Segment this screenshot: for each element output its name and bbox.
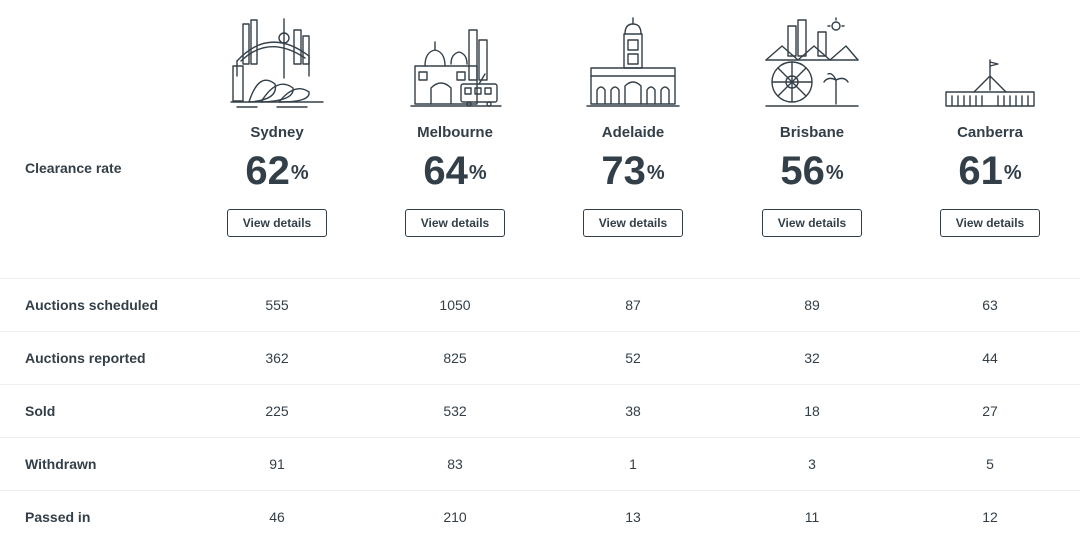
clearance-rate-label: Clearance rate bbox=[25, 160, 122, 176]
clearance-rate-value: 61% bbox=[958, 149, 1022, 193]
view-details-button-sydney[interactable]: View details bbox=[227, 209, 327, 237]
row-label-sold: Sold bbox=[25, 403, 56, 419]
city-name: Adelaide bbox=[601, 124, 665, 141]
row-label-withdrawn: Withdrawn bbox=[25, 456, 97, 472]
table-cell: 555 bbox=[265, 297, 289, 313]
clearance-rate-value: 73% bbox=[601, 149, 665, 193]
percent-sign: % bbox=[825, 162, 844, 184]
adelaide-skyline-icon bbox=[583, 16, 683, 111]
table-cell: 83 bbox=[447, 456, 463, 472]
table-cell: 38 bbox=[625, 403, 641, 419]
brisbane-skyline-icon bbox=[762, 16, 862, 111]
table-cell: 87 bbox=[625, 297, 641, 313]
row-divider bbox=[0, 437, 1080, 438]
table-cell: 91 bbox=[269, 456, 285, 472]
percent-sign: % bbox=[468, 162, 487, 184]
table-cell: 18 bbox=[804, 403, 820, 419]
clearance-rate-value: 56% bbox=[780, 149, 844, 193]
sydney-skyline-icon bbox=[227, 16, 327, 111]
table-cell: 1 bbox=[629, 456, 637, 472]
row-divider bbox=[0, 278, 1080, 279]
percent-sign: % bbox=[646, 162, 665, 184]
row-label-passed-in: Passed in bbox=[25, 509, 91, 525]
view-details-button-brisbane[interactable]: View details bbox=[762, 209, 862, 237]
table-cell: 52 bbox=[625, 350, 641, 366]
percent-sign: % bbox=[290, 162, 309, 184]
clearance-rate-value: 64% bbox=[423, 149, 487, 193]
table-cell: 89 bbox=[804, 297, 820, 313]
table-cell: 210 bbox=[443, 509, 467, 525]
table-cell: 63 bbox=[982, 297, 998, 313]
table-cell: 225 bbox=[265, 403, 289, 419]
table-cell: 825 bbox=[443, 350, 467, 366]
city-name: Melbourne bbox=[417, 124, 493, 141]
table-cell: 32 bbox=[804, 350, 820, 366]
clearance-rate-value: 62% bbox=[245, 149, 309, 193]
row-divider bbox=[0, 490, 1080, 491]
view-details-button-canberra[interactable]: View details bbox=[940, 209, 1040, 237]
table-cell: 44 bbox=[982, 350, 998, 366]
row-label-auctions-scheduled: Auctions scheduled bbox=[25, 297, 159, 313]
canberra-skyline-icon bbox=[940, 16, 1040, 111]
view-details-button-adelaide[interactable]: View details bbox=[583, 209, 683, 237]
table-cell: 12 bbox=[982, 509, 998, 525]
table-cell: 5 bbox=[986, 456, 994, 472]
view-details-button-melbourne[interactable]: View details bbox=[405, 209, 505, 237]
table-cell: 13 bbox=[625, 509, 641, 525]
row-divider bbox=[0, 384, 1080, 385]
table-cell: 11 bbox=[804, 509, 820, 525]
percent-sign: % bbox=[1003, 162, 1022, 184]
row-divider bbox=[0, 331, 1080, 332]
city-name: Brisbane bbox=[779, 124, 845, 141]
table-cell: 1050 bbox=[439, 297, 471, 313]
melbourne-skyline-icon bbox=[405, 16, 505, 111]
table-cell: 532 bbox=[443, 403, 467, 419]
city-name: Canberra bbox=[957, 124, 1023, 141]
table-cell: 362 bbox=[265, 350, 289, 366]
table-cell: 46 bbox=[269, 509, 285, 525]
table-cell: 27 bbox=[982, 403, 998, 419]
table-cell: 3 bbox=[808, 456, 816, 472]
city-name: Sydney bbox=[250, 124, 304, 141]
row-label-auctions-reported: Auctions reported bbox=[25, 350, 146, 366]
